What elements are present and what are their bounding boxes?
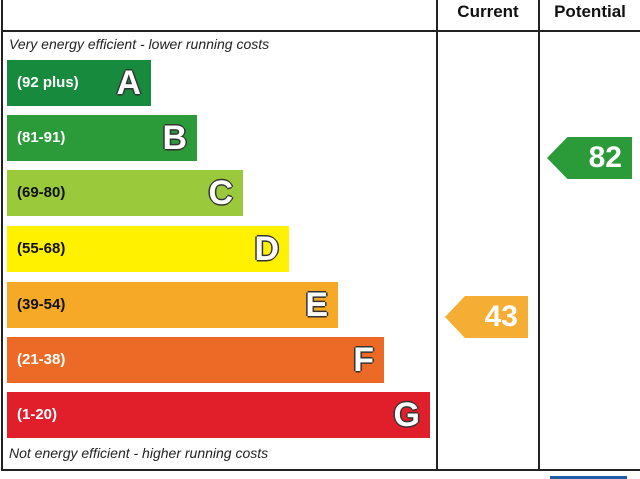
band-b: (81-91) B [7,115,197,161]
band-range: (21-38) [17,351,66,368]
divider-potential [538,0,540,471]
current-rating-arrow: 43 [445,296,528,338]
band-range: (55-68) [17,240,66,257]
bottom-note: Not energy efficient - higher running co… [9,445,269,461]
band-letter: A [116,64,141,102]
band-letter: D [254,230,279,268]
band-range: (39-54) [17,296,66,313]
band-range: (81-91) [17,129,66,146]
blue-element [550,476,627,479]
band-range: (92 plus) [17,74,79,91]
band-letter: B [162,119,187,157]
band-letter: F [353,341,374,379]
potential-rating-arrow: 82 [547,137,632,179]
band-a: (92 plus) A [7,60,151,106]
top-note: Very energy efficient - lower running co… [9,36,270,52]
header-line [1,30,640,32]
band-c: (69-80) C [7,170,243,216]
band-range: (1-20) [17,406,58,423]
band-d: (55-68) D [7,226,289,272]
border-left [1,0,3,471]
band-letter: E [305,286,328,324]
band-g: (1-20) G [7,392,430,438]
band-letter: C [208,174,233,212]
band-letter: G [393,396,420,434]
bottom-line [1,469,640,471]
current-rating-value: 43 [484,300,518,333]
header-potential: Potential [554,2,626,21]
band-f: (21-38) F [7,337,384,383]
header-current: Current [457,2,519,21]
band-e: (39-54) E [7,282,338,328]
divider-current [436,0,438,471]
potential-rating-value: 82 [588,141,622,174]
band-range: (69-80) [17,184,66,201]
